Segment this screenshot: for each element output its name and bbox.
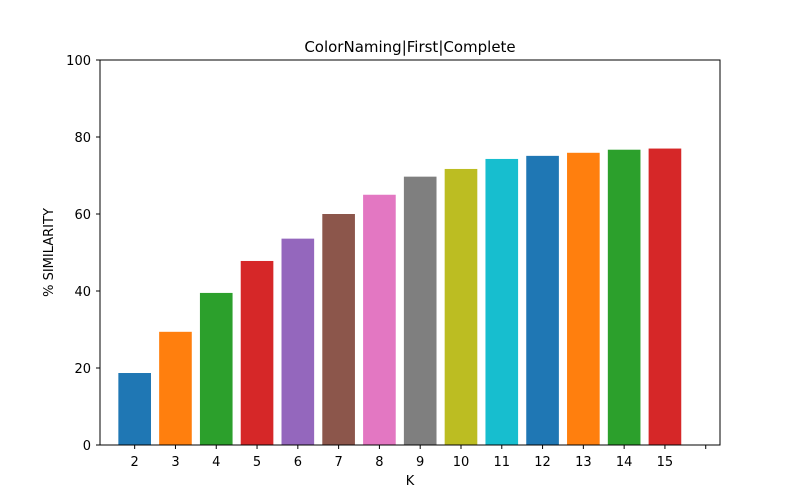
x-tick-label: 4 — [212, 455, 220, 470]
bar-k-11 — [485, 158, 519, 445]
x-tick-label: 11 — [494, 455, 511, 470]
bar-k-13 — [567, 152, 600, 445]
ticks-layer: 2 3 4 5 6 7 8 9 10 11 12 13 14 15 0 20 40 60 80 100 — [66, 54, 707, 470]
bar-k-4 — [199, 292, 233, 445]
x-tick-label: 8 — [375, 455, 383, 470]
bar-k-7 — [322, 214, 355, 445]
y-tick-label: 40 — [74, 285, 91, 300]
x-tick-label: 15 — [657, 455, 674, 470]
x-tick-label: 6 — [294, 455, 302, 470]
x-tick-label: 2 — [131, 455, 139, 470]
x-axis-title: K — [406, 474, 415, 489]
x-tick-label: 14 — [616, 455, 633, 470]
plot-area-frame — [99, 59, 721, 446]
chart-title: ColorNaming|First|Complete — [304, 38, 515, 56]
bar-k-10 — [444, 168, 478, 445]
y-tick-label: 20 — [74, 362, 91, 377]
y-tick-label: 0 — [83, 439, 91, 454]
bar-k-15 — [648, 148, 682, 446]
bar-k-8 — [363, 194, 396, 445]
x-tick-label: 13 — [575, 455, 592, 470]
bar-k-5 — [240, 260, 274, 445]
y-tick-label: 80 — [74, 131, 91, 146]
bars-layer — [118, 148, 682, 446]
x-tick-label: 12 — [534, 455, 551, 470]
bar-k-2 — [118, 373, 151, 445]
x-tick-label: 3 — [171, 455, 179, 470]
x-tick-label: 9 — [416, 455, 424, 470]
bar-k-3 — [159, 331, 192, 445]
x-tick-label: 10 — [453, 455, 470, 470]
y-tick-label: 100 — [66, 54, 91, 69]
bar-k-6 — [281, 238, 315, 445]
bar-k-12 — [526, 155, 559, 446]
y-axis-title: % SIMILARITY — [42, 208, 57, 297]
bar-k-9 — [403, 176, 437, 445]
bar-k-14 — [607, 149, 641, 445]
x-tick-label: 5 — [253, 455, 261, 470]
x-tick-label: 7 — [334, 455, 342, 470]
y-tick-label: 60 — [74, 208, 91, 223]
